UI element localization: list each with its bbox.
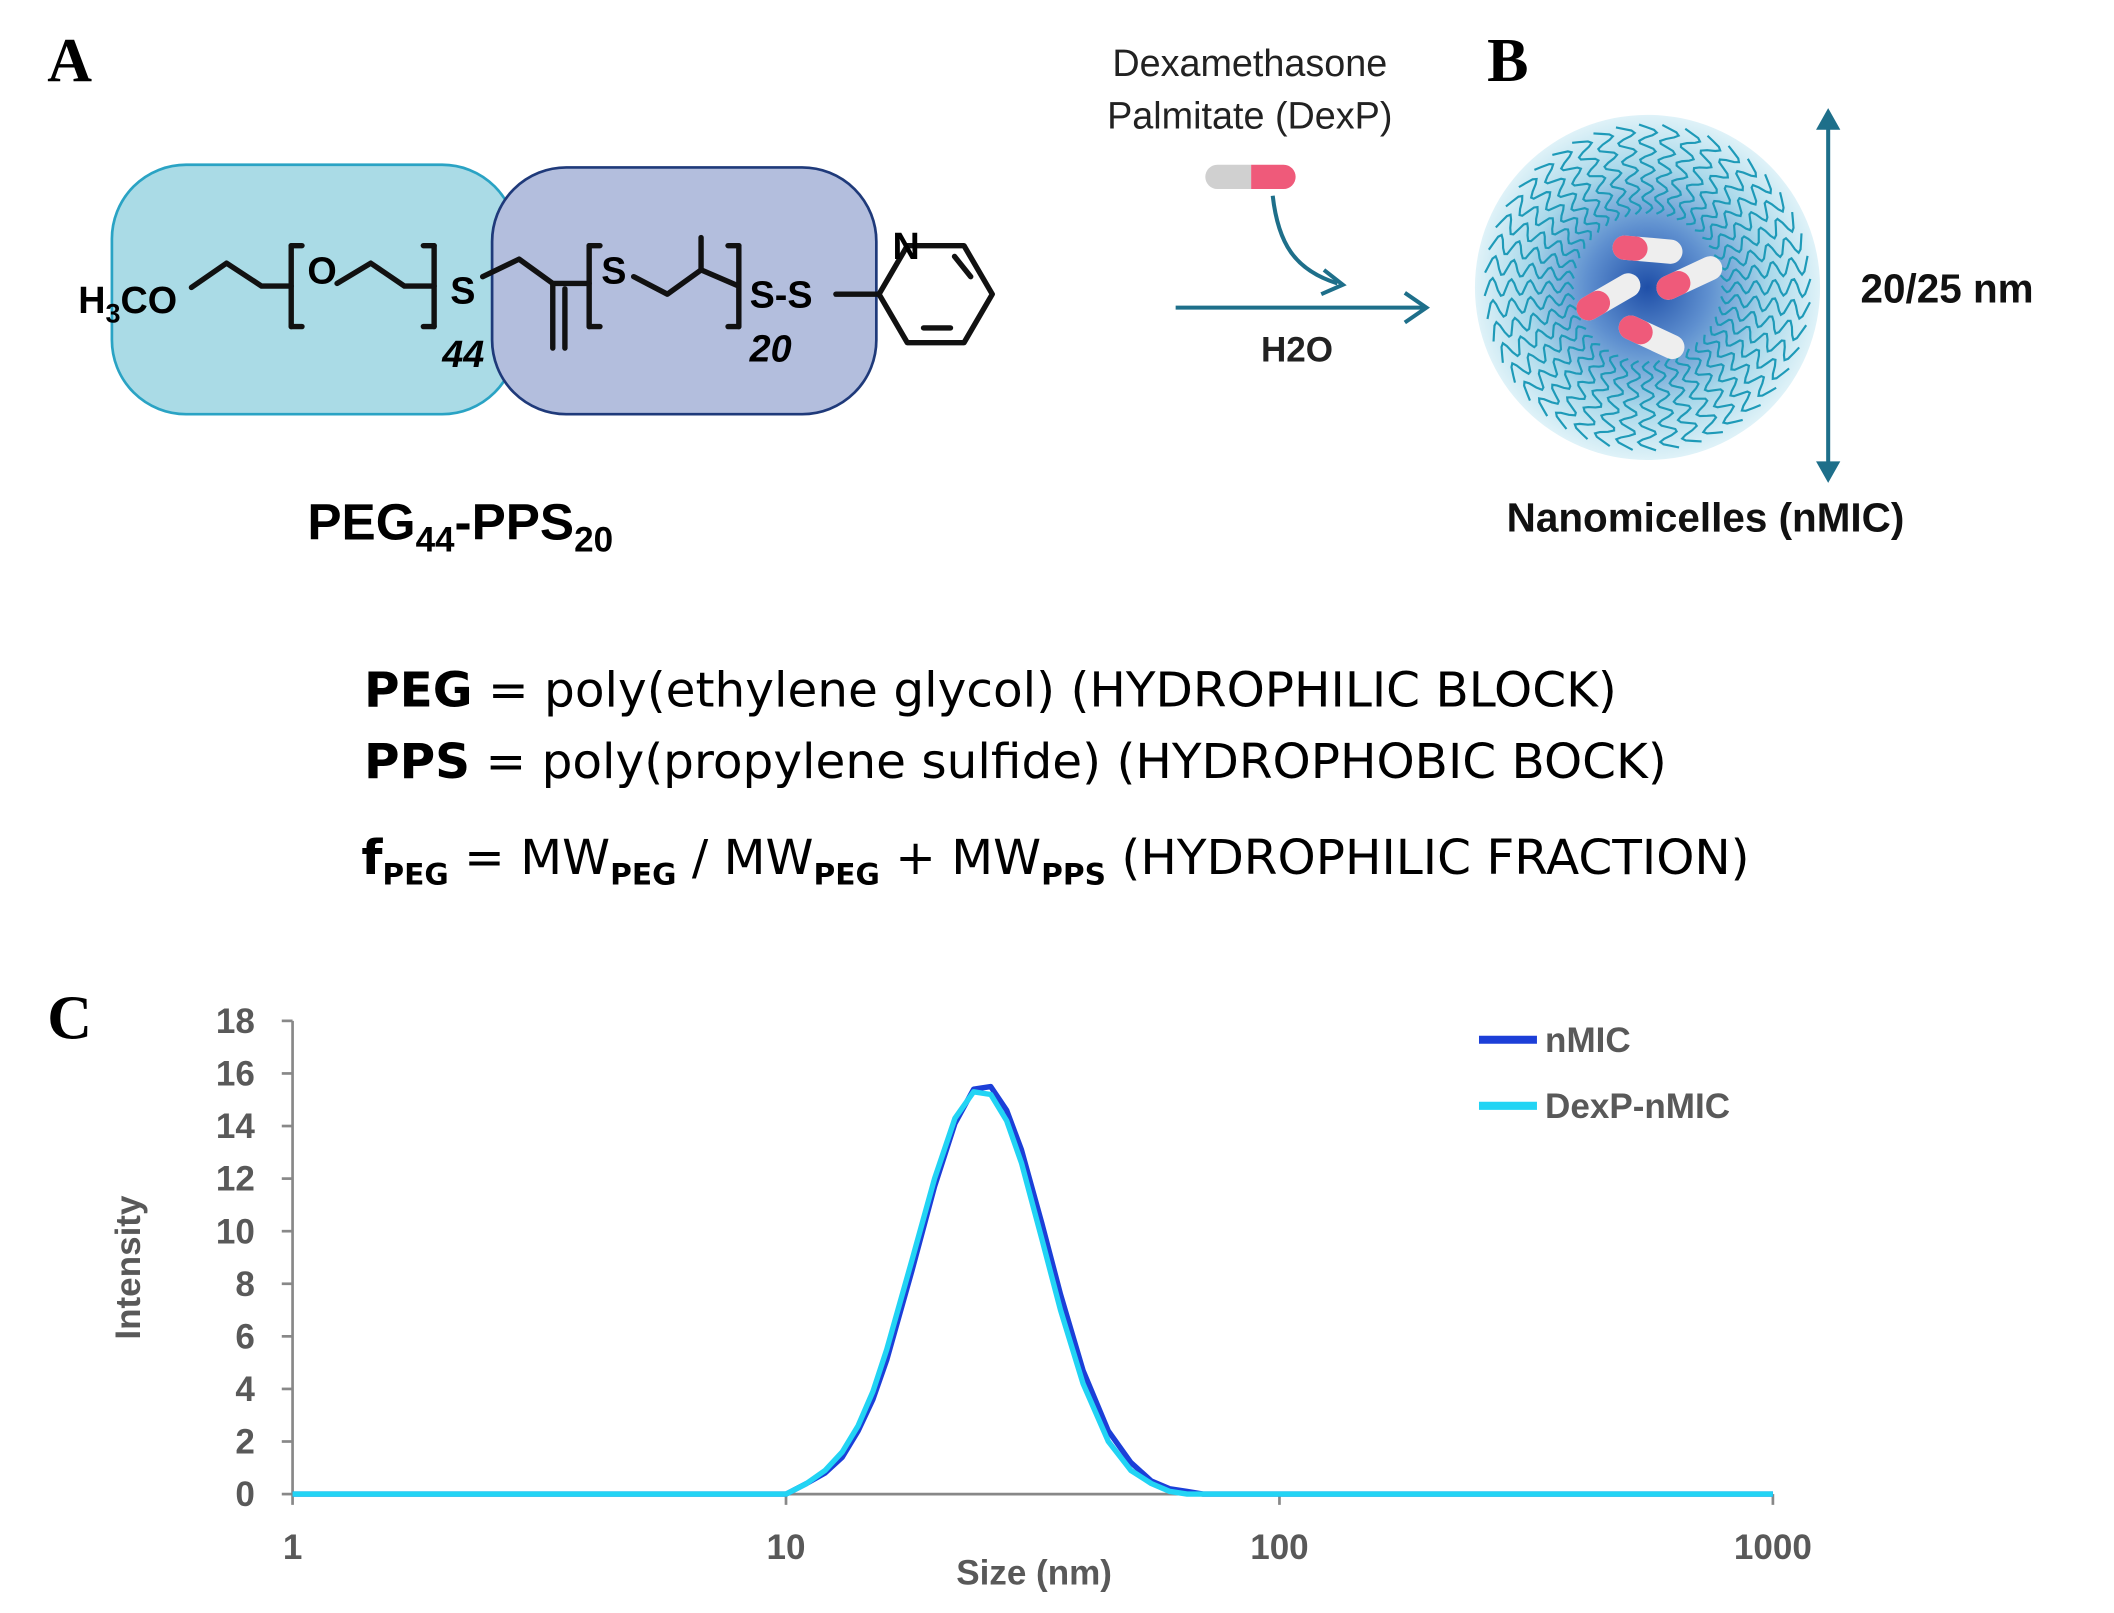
chain <box>1492 303 1578 342</box>
chain <box>1674 353 1723 435</box>
chain <box>1518 177 1592 241</box>
chain <box>1718 306 1808 342</box>
chain <box>1533 162 1601 233</box>
chain <box>1714 316 1800 362</box>
chain <box>1615 126 1643 216</box>
chain <box>1719 255 1809 283</box>
arrowhead <box>1403 291 1430 325</box>
micelle <box>1474 114 1821 461</box>
drug-label: Dexamethasone <box>1112 42 1387 84</box>
chain <box>1654 124 1681 215</box>
panel-label: C <box>47 984 92 1052</box>
chain <box>1703 334 1777 398</box>
micelle-drugs <box>1576 235 1723 360</box>
chain <box>1484 254 1575 281</box>
curved-arrow <box>1270 195 1339 286</box>
chain <box>1694 342 1762 412</box>
definition: PPS = poly(propylene sulfide) (HYDROPHOB… <box>364 734 1667 790</box>
chart: 0 2 4 6 8 10 12 14 16 18 1 10 100 1000 nMIC DexP-nMIC <box>216 1002 1812 1567</box>
chain <box>1573 354 1619 440</box>
legend-label: nMIC <box>1545 1021 1631 1060</box>
y-tick-label: 10 <box>216 1212 255 1251</box>
panel-label: B <box>1487 27 1528 95</box>
y-tick-label: 12 <box>216 1160 255 1199</box>
atom-label: S <box>601 249 626 291</box>
x-tick-label: 10 <box>767 1528 806 1567</box>
y-tick-label: 8 <box>235 1265 255 1304</box>
y-tick-label: 4 <box>235 1370 255 1409</box>
legend-label: DexP-nMIC <box>1545 1087 1730 1126</box>
chain <box>1552 150 1610 227</box>
x-axis-label: Size (nm) <box>956 1553 1112 1592</box>
chain <box>1720 277 1812 299</box>
chain <box>1702 173 1772 241</box>
chain <box>1694 158 1758 232</box>
chain <box>1486 292 1576 320</box>
product-label: Nanomicelles (nMIC) <box>1507 494 1905 540</box>
chain <box>1537 342 1601 417</box>
chain <box>1676 134 1722 221</box>
micelle-chains <box>1483 123 1812 452</box>
size-label: 20/25 nm <box>1861 265 2034 311</box>
atom-label: N <box>893 225 920 267</box>
panel-label: A <box>47 27 92 95</box>
x-tick-label: 1000 <box>1734 1528 1812 1567</box>
chain <box>1709 326 1790 381</box>
y-tick-label: 6 <box>235 1317 255 1356</box>
skeleton <box>188 234 995 351</box>
y-tick-label: 16 <box>216 1055 255 1094</box>
chain <box>1717 233 1803 271</box>
chain <box>1523 334 1593 401</box>
y-tick-label: 0 <box>235 1475 255 1514</box>
chain <box>1554 349 1609 430</box>
repeat-count: 44 <box>441 333 484 375</box>
chain <box>1720 293 1811 321</box>
solvent-label: H2O <box>1261 331 1333 370</box>
chain <box>1487 233 1577 269</box>
y-tick-label: 18 <box>216 1002 255 1041</box>
series-line <box>292 1089 1773 1497</box>
fraction-formula: fPEG = MWPEG / MWPEG + MWPPS (HYDROPHILI… <box>361 830 1749 892</box>
chain <box>1510 325 1587 383</box>
y-tick-label: 14 <box>216 1107 255 1146</box>
chain <box>1495 213 1581 259</box>
chain <box>1593 132 1631 218</box>
x-tick-label: 100 <box>1250 1528 1308 1567</box>
atom-label: S <box>450 270 475 312</box>
chain <box>1664 357 1702 443</box>
chain <box>1666 127 1702 217</box>
arrowhead <box>1320 268 1347 297</box>
polymer-label: PEG44-PPS20 <box>307 494 613 560</box>
atom-label: S-S <box>750 274 813 316</box>
y-axis-label: Intensity <box>109 1195 148 1340</box>
chain <box>1505 194 1586 249</box>
drug-capsule <box>1205 164 1296 190</box>
definition: PEG = poly(ethylene glycol) (HYDROPHILIC… <box>364 663 1617 719</box>
methoxy: H3CO <box>78 279 177 328</box>
series-line <box>292 1083 1773 1497</box>
y-tick-label: 2 <box>235 1423 255 1462</box>
chain <box>1572 140 1621 222</box>
chain <box>1652 359 1680 449</box>
x-tick-label: 1 <box>283 1528 303 1567</box>
drug-label: Palmitate (DexP) <box>1107 94 1392 136</box>
chain <box>1686 145 1741 226</box>
chain <box>1614 360 1641 451</box>
chain <box>1500 314 1582 363</box>
chain <box>1636 360 1658 452</box>
chain <box>1685 348 1743 425</box>
chain <box>1637 123 1659 215</box>
repeat-count: 20 <box>749 328 792 370</box>
chain <box>1708 192 1785 250</box>
chain <box>1593 358 1629 448</box>
pps-block <box>490 166 878 416</box>
chain <box>1483 276 1575 297</box>
chain <box>1713 211 1795 260</box>
atom-label: O <box>307 249 336 291</box>
